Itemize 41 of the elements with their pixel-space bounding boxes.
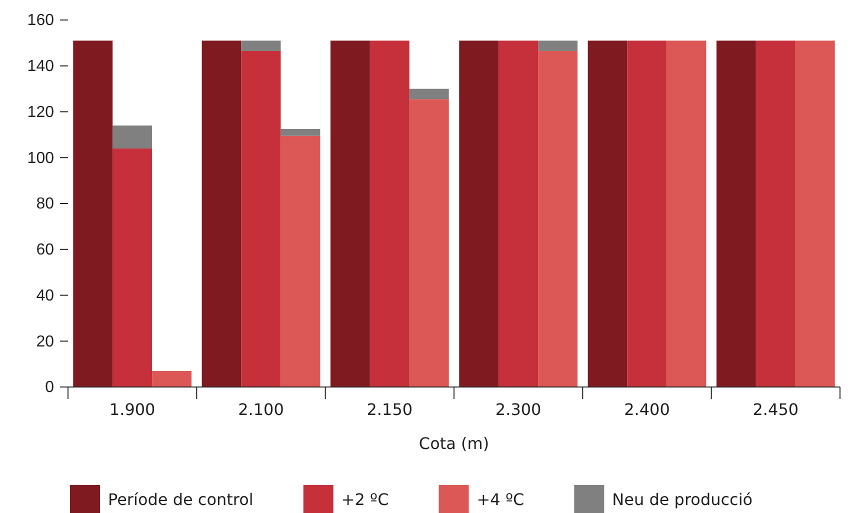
y-tick-label: 160 (27, 12, 54, 30)
y-tick-label: 60 (36, 241, 54, 258)
y-tick-label: 120 (27, 104, 54, 121)
x-tick-label: 2.150 (366, 400, 413, 419)
bar (716, 40, 756, 387)
legend-label: Neu de producció (612, 490, 753, 509)
legend-label: +2 ºC (341, 490, 389, 509)
bar (627, 40, 667, 387)
x-tick-label: 2.400 (624, 400, 670, 419)
bar (330, 40, 370, 387)
x-tick-label: 2.300 (495, 400, 542, 419)
y-tick-label: 20 (36, 333, 54, 350)
y-tick-label: 140 (27, 58, 54, 75)
y-tick-label: 40 (36, 287, 54, 304)
legend-label: +4 ºC (476, 490, 524, 509)
x-tick-label: 2.450 (752, 400, 799, 419)
bar (795, 40, 835, 387)
bar (588, 40, 628, 387)
y-tick-label: 0 (45, 379, 54, 396)
y-tick-label: 100 (27, 150, 54, 167)
bar (241, 50, 281, 387)
bar (409, 88, 449, 100)
x-tick-label: 2.100 (238, 400, 284, 419)
bar (73, 40, 113, 387)
y-tick-label: 80 (36, 196, 54, 213)
bar (538, 40, 578, 51)
x-axis-title: Cota (m) (418, 434, 490, 453)
bar (756, 40, 796, 387)
bar (280, 136, 320, 387)
bar (152, 370, 192, 387)
bar (666, 40, 706, 387)
bar (409, 99, 449, 387)
bar (202, 40, 242, 387)
bar (498, 40, 538, 387)
bar (538, 50, 578, 387)
bar (459, 40, 499, 387)
x-tick-label: 1.900 (109, 400, 156, 419)
bar (112, 148, 152, 387)
bar (280, 128, 320, 136)
legend-label: Període de control (108, 490, 254, 509)
bar (370, 40, 410, 387)
